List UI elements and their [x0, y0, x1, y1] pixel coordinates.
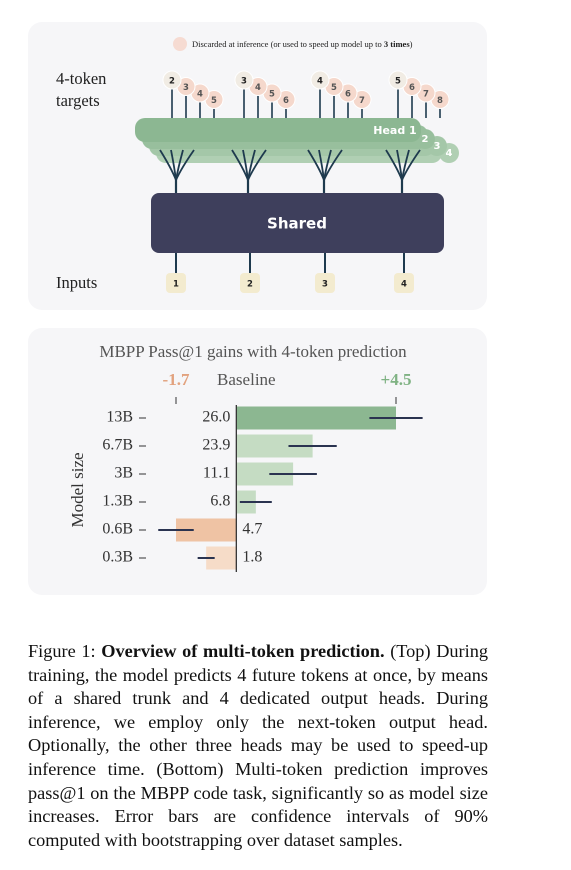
chart-title: MBPP Pass@1 gains with 4-token predictio…	[99, 342, 407, 361]
target-label: 2	[169, 77, 175, 87]
x-tick-label: -1.7	[163, 370, 190, 389]
target-token	[162, 70, 182, 90]
chart: -1.7 Baseline +4.5 13B 26.0 6.7B 23.9 3B 11.1 1.3…	[102, 370, 423, 572]
baseline-label: 4.7	[242, 521, 262, 538]
target-label: 5	[269, 90, 275, 100]
legend-text: Discarded at inference (or used to speed…	[192, 39, 413, 49]
input-label: 2	[247, 280, 253, 290]
legend-plain: Discarded at inference (or used to speed…	[192, 39, 384, 49]
inputs-label: Inputs	[56, 273, 97, 292]
input-label: 3	[322, 280, 328, 290]
head-label: 4	[446, 148, 453, 159]
head-bar	[135, 118, 421, 142]
target-label: 4	[255, 83, 261, 93]
input-label: 4	[401, 280, 407, 290]
head-label: Head 1	[373, 124, 416, 137]
target-label: 5	[331, 83, 337, 93]
bar	[176, 518, 237, 542]
input-token	[166, 273, 186, 293]
baseline-label: 11.1	[203, 465, 230, 482]
caption-text: (Top) During training, the model predict…	[28, 641, 488, 850]
legend-swatch	[173, 37, 187, 51]
tree-branch	[323, 149, 343, 181]
category-label: 1.3B	[102, 493, 133, 510]
target-label: 7	[359, 96, 365, 106]
baseline-label: 23.9	[202, 437, 230, 454]
target-label: 3	[183, 83, 189, 93]
input-label: 1	[173, 280, 179, 290]
target-label: 5	[211, 96, 217, 106]
bar	[206, 546, 237, 570]
x-tick-label: Baseline	[217, 370, 276, 389]
caption: Figure 1: Overview of multi-token predic…	[28, 640, 488, 852]
category-label: 0.3B	[102, 549, 133, 566]
y-axis-label: Model size	[68, 452, 87, 527]
head-label: 2	[422, 134, 429, 145]
target-label: 4	[197, 90, 203, 100]
legend-bold: 3 times	[384, 39, 410, 49]
target-label: 3	[241, 77, 247, 87]
target-label: 6	[283, 96, 289, 106]
trunk-label: Shared	[267, 215, 327, 233]
head-label: 3	[434, 141, 441, 152]
bar	[236, 462, 294, 486]
tree-branch	[247, 149, 267, 181]
category-label: 6.7B	[102, 437, 133, 454]
target-label: 6	[345, 90, 351, 100]
bar	[236, 406, 396, 430]
figure: Discarded at inference (or used to speed…	[28, 22, 487, 595]
category-label: 3B	[114, 465, 133, 482]
baseline-label: 1.8	[242, 549, 262, 566]
bottom-panel	[28, 328, 487, 595]
legend-end: )	[410, 39, 413, 49]
tree-branch	[175, 149, 195, 181]
input-token	[240, 273, 260, 293]
caption-title: Overview of multi-token prediction.	[101, 641, 385, 661]
baseline-label: 26.0	[202, 409, 230, 426]
baseline-label: 6.8	[210, 493, 230, 510]
top-panel	[28, 22, 487, 310]
target-token	[234, 70, 254, 90]
targets-label: targets	[56, 91, 100, 110]
target-label: 7	[423, 90, 429, 100]
target-token	[388, 70, 408, 90]
target-label: 8	[437, 96, 443, 106]
category-label: 0.6B	[102, 521, 133, 538]
trunk	[151, 193, 444, 253]
target-label: 5	[395, 77, 401, 87]
category-label: 13B	[106, 409, 133, 426]
input-token	[394, 273, 414, 293]
input-token	[315, 273, 335, 293]
tree-branch	[401, 149, 421, 181]
target-label: 6	[409, 83, 415, 93]
x-tick-label: +4.5	[381, 370, 412, 389]
target-token	[310, 70, 330, 90]
caption-label: Figure 1:	[28, 641, 96, 661]
target-label: 4	[317, 77, 323, 87]
targets-label: 4-token	[56, 69, 106, 88]
bar	[236, 434, 313, 458]
